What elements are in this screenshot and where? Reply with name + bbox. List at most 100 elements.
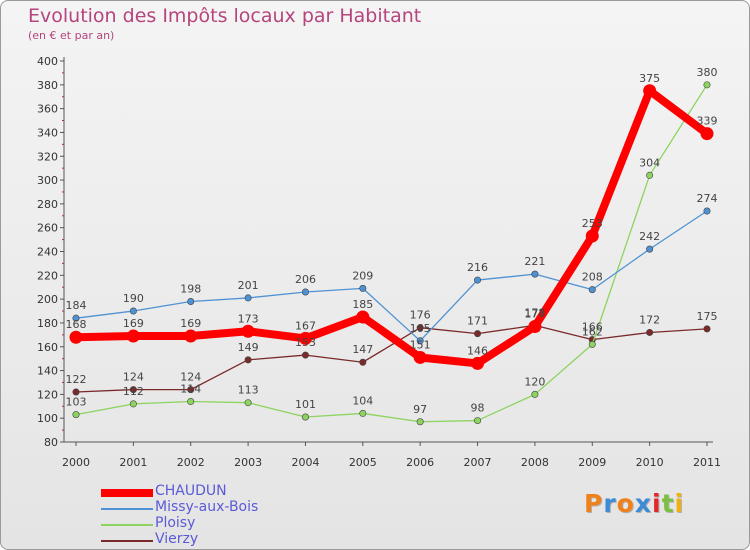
data-label: 124: [180, 371, 201, 384]
data-label: 208: [582, 271, 603, 284]
data-label: 120: [524, 375, 545, 388]
data-point: [646, 171, 654, 179]
y-tick-label: 300: [37, 174, 58, 187]
data-label: 274: [697, 192, 718, 205]
y-tick-label: 240: [37, 246, 58, 259]
data-label: 147: [352, 343, 373, 356]
logo-letter: o: [616, 489, 635, 518]
data-point: [359, 284, 367, 292]
data-label: 304: [639, 156, 660, 169]
data-label: 209: [352, 269, 373, 282]
data-point: [643, 84, 657, 98]
x-tick-label: 2003: [234, 456, 262, 469]
data-label: 253: [582, 217, 603, 230]
data-label: 114: [180, 383, 201, 396]
legend-swatch: [101, 489, 153, 497]
logo-letter: x: [634, 489, 652, 518]
data-label: 173: [238, 312, 259, 325]
data-point: [703, 81, 711, 89]
data-point: [531, 270, 539, 278]
x-tick-label: 2011: [693, 456, 721, 469]
data-label: 168: [66, 318, 87, 331]
legend-item: Missy-aux-Bois: [101, 499, 361, 517]
series-line: [75, 84, 708, 423]
data-label: 380: [697, 66, 718, 79]
legend-label: Missy-aux-Bois: [155, 499, 259, 515]
data-label: 339: [697, 115, 718, 128]
data-point: [413, 350, 427, 364]
logo-letter: r: [603, 489, 617, 518]
y-tick-label: 260: [37, 222, 58, 235]
x-tick-label: 2005: [349, 456, 377, 469]
x-tick-label: 2006: [406, 456, 434, 469]
data-point: [646, 328, 654, 336]
data-point: [129, 307, 137, 315]
data-label: 177: [524, 308, 545, 321]
legend-item: Vierzy: [101, 531, 361, 549]
data-label: 153: [295, 336, 316, 349]
data-point: [244, 399, 252, 407]
data-label: 190: [123, 292, 144, 305]
y-tick-label: 200: [37, 293, 58, 306]
data-label: 146: [467, 344, 488, 357]
chart-title: Evolution des Impôts locaux par Habitant: [28, 5, 422, 27]
x-tick-label: 2007: [464, 456, 492, 469]
legend-swatch: [101, 508, 153, 510]
data-label: 171: [467, 315, 488, 328]
x-tick-label: 2002: [177, 456, 205, 469]
logo-letter: i: [674, 489, 685, 518]
x-tick-label: 2010: [636, 456, 664, 469]
data-point: [301, 288, 309, 296]
data-label: 101: [295, 398, 316, 411]
data-label: 104: [352, 394, 373, 407]
x-tick-label: 2004: [291, 456, 319, 469]
data-point: [528, 320, 542, 334]
data-label: 169: [123, 317, 144, 330]
data-point: [359, 409, 367, 417]
data-point: [356, 310, 370, 324]
y-tick-label: 340: [37, 126, 58, 139]
data-label: 221: [524, 255, 545, 268]
data-label: 166: [582, 321, 603, 334]
data-point: [69, 330, 83, 344]
data-point: [72, 314, 80, 322]
data-label: 112: [123, 385, 144, 398]
y-tick-label: 160: [37, 341, 58, 354]
data-point: [416, 337, 424, 345]
data-label: 176: [410, 309, 431, 322]
y-tick-label: 120: [37, 388, 58, 401]
data-point: [416, 418, 424, 426]
chart-subtitle: (en € et par an): [28, 29, 115, 42]
y-tick-label: 220: [37, 269, 58, 282]
legend-item: Ploisy: [101, 515, 361, 533]
data-point: [244, 294, 252, 302]
data-point: [585, 229, 599, 243]
data-point: [244, 356, 252, 364]
y-tick-label: 400: [37, 55, 58, 68]
y-tick-label: 100: [37, 412, 58, 425]
data-point: [184, 329, 198, 343]
data-label: 185: [352, 298, 373, 311]
logo-letter: i: [652, 489, 662, 518]
data-point: [129, 400, 137, 408]
x-tick-label: 2009: [578, 456, 606, 469]
data-point: [474, 417, 482, 425]
data-label: 122: [66, 373, 87, 386]
y-tick-label: 320: [37, 150, 58, 163]
data-point: [298, 331, 312, 345]
legend-swatch: [101, 524, 153, 526]
data-label: 216: [467, 261, 488, 274]
legend-label: CHAUDUN: [155, 483, 227, 499]
data-label: 103: [66, 396, 87, 409]
data-point: [474, 276, 482, 284]
data-label: 172: [639, 313, 660, 326]
data-point: [588, 340, 596, 348]
data-point: [301, 351, 309, 359]
data-label: 124: [123, 371, 144, 384]
data-label: 113: [238, 384, 259, 397]
data-point: [359, 358, 367, 366]
series-line: [75, 210, 708, 342]
data-point: [301, 413, 309, 421]
data-label: 178: [524, 306, 545, 319]
series-line: [75, 324, 708, 393]
